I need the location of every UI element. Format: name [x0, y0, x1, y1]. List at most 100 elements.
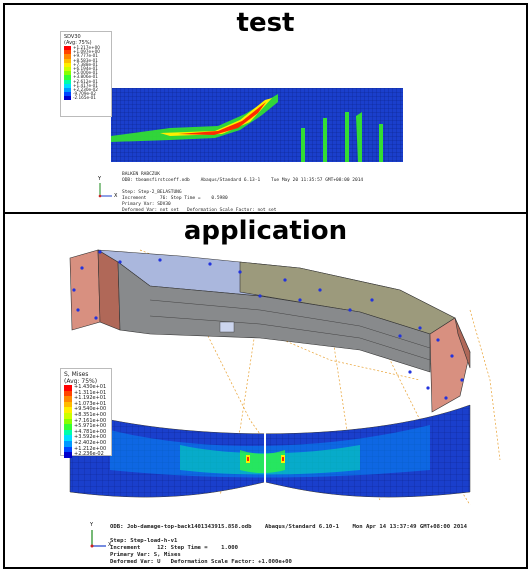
top-info-line: BALKEN RABCZUK	[122, 172, 160, 177]
bottom-info-line: Increment 12: Step Time = 1.000	[110, 545, 238, 551]
bottom-axis-triad: Y X	[86, 522, 114, 554]
bottom-legend-swatch	[64, 390, 72, 397]
bottom-legend-value: +1.073e+01	[74, 400, 107, 407]
bottom-info-line: Step: Step-load-h-v1	[110, 538, 178, 544]
bottom-legend-value: +7.161e+00	[74, 417, 107, 424]
bottom-legend-swatch	[64, 401, 72, 408]
bottom-legend-row: +1.073e+01	[64, 400, 108, 408]
top-legend-swatch	[64, 96, 71, 101]
figure-frame	[3, 3, 528, 569]
bottom-mesh-contour	[69, 404, 471, 498]
bottom-legend-row: +8.351e+00	[64, 411, 108, 419]
top-legend-value: -9.709e-02	[73, 91, 96, 97]
top-legend-swatch	[64, 54, 71, 59]
bottom-legend-value: +1.212e+00	[74, 445, 107, 452]
top-legend-value: +8.583e-01	[73, 57, 98, 63]
right-support	[429, 317, 471, 413]
top-legend-swatch	[64, 79, 71, 84]
bottom-legend-row: +7.161e+00	[64, 417, 108, 425]
bottom-legend-value: +2.236e-02	[74, 451, 104, 458]
bottom-legend-value: +1.311e+01	[74, 389, 107, 396]
top-crack-vertical	[301, 128, 305, 162]
top-beam-mesh	[111, 88, 403, 162]
top-info-block: BALKEN RABCZUK ODB: tbeamsfirstcoeff.odb …	[122, 172, 363, 214]
bottom-legend-value: +4.781e+00	[74, 428, 107, 435]
top-beam-contour	[111, 88, 403, 162]
top-panel-title: test	[236, 8, 295, 38]
top-legend-swatch	[64, 66, 71, 72]
top-legend-value: +5.000e-01	[73, 70, 98, 76]
top-legend-row: +2.612e-01	[64, 78, 108, 84]
top-legend-swatch	[64, 83, 71, 88]
top-legend-value: +1.417e-01	[73, 82, 98, 88]
top-legend-row: +6.194e-01	[64, 65, 108, 72]
bottom-info-line: Primary Var: S, Mises	[110, 552, 181, 558]
bottom-legend-swatch	[64, 429, 72, 436]
bottom-info-line	[110, 531, 467, 538]
bottom-legend-swatch	[64, 440, 72, 447]
bottom-legend-swatch	[64, 396, 72, 402]
top-legend-row: +5.000e-01	[64, 70, 108, 76]
bottom-legend-value: +8.351e+00	[74, 411, 107, 418]
bottom-triad-y-label: Y	[90, 522, 94, 528]
top-legend-value: -2.165e-01	[73, 95, 96, 101]
bottom-legend-row: +5.971e+00	[64, 424, 108, 430]
bottom-legend-row: +1.311e+01	[64, 389, 108, 397]
top-legend-row: +1.217e+00	[64, 45, 108, 51]
top-triad-y-label: Y	[98, 176, 102, 182]
top-legend-row: -9.709e-02	[64, 91, 108, 97]
top-legend-row: -2.165e-01	[64, 95, 108, 101]
node-markers	[72, 250, 464, 400]
top-legend-row: +2.230e-02	[64, 86, 108, 93]
top-legend-value: +2.230e-02	[73, 86, 98, 92]
bottom-legend-swatch	[64, 424, 72, 430]
bottom-info-line: ODB: Job-damage-top-back1401343915.858.o…	[110, 524, 467, 530]
top-info-line: Primary Var: SDV30	[122, 202, 171, 207]
bottom-legend-row: +1.212e+00	[64, 445, 108, 453]
top-legend-value: +9.777e-01	[73, 53, 98, 59]
top-legend-value: +3.806e-01	[73, 74, 98, 80]
bottom-legend-value: +5.971e+00	[74, 423, 107, 430]
bottom-legend-swatch	[64, 418, 72, 425]
top-axis-triad: Y X	[94, 176, 120, 204]
top-info-line: Increment 76: Step Time = 0.5980	[122, 196, 228, 201]
top-legend-swatch	[64, 62, 71, 67]
top-legend-value: +7.388e-01	[73, 61, 98, 67]
bottom-triad-x-label: X	[108, 542, 112, 548]
bottom-legend-swatch	[64, 435, 72, 441]
bottom-legend-swatch	[64, 385, 72, 391]
top-triad-x-label: X	[114, 193, 118, 199]
bottom-legend-swatch	[64, 407, 72, 413]
bottom-info-line: Deformed Var: U Deformation Scale Factor…	[110, 559, 292, 565]
top-legend-value: +6.194e-01	[73, 65, 98, 71]
top-info-line: ODB: tbeamsfirstcoeff.odb Abaqus/Standar…	[122, 178, 364, 183]
bottom-panel-title: application	[183, 216, 348, 246]
top-legend-swatch	[64, 92, 71, 97]
bottom-legend-swatch	[64, 452, 72, 458]
bottom-legend-value: +3.592e+00	[74, 434, 107, 441]
top-legend-value: +1.097e+00	[73, 49, 100, 55]
top-legend-row: +1.097e+00	[64, 49, 108, 55]
bottom-legend-rows: +1.430e+01 +1.311e+01 +1.192e+01 +1.073e+01…	[64, 384, 108, 458]
bottom-legend-row: +4.781e+00	[64, 428, 108, 436]
panel-divider	[3, 212, 528, 214]
top-legend-row: +8.583e-01	[64, 57, 108, 63]
top-legend-row: +7.388e-01	[64, 61, 108, 67]
bottom-contour-legend: S, Mises (Avg: 75%) +1.430e+01 +1.311e+01…	[60, 368, 112, 458]
top-legend-value: +2.612e-01	[73, 78, 98, 84]
top-legend-row: +3.806e-01	[64, 74, 108, 80]
bottom-legend-row: +2.402e+00	[64, 440, 108, 447]
bottom-legend-value: +9.540e+00	[74, 406, 107, 413]
top-legend-swatch	[64, 50, 71, 55]
top-legend-row: +9.777e-01	[64, 53, 108, 59]
top-crack-band	[111, 94, 278, 142]
bottom-legend-row: +3.592e+00	[64, 435, 108, 441]
top-legend-swatch	[64, 71, 71, 76]
bottom-legend-swatch	[64, 412, 72, 419]
bottom-legend-row: +1.430e+01	[64, 384, 108, 391]
top-legend-swatch	[64, 58, 71, 63]
top-legend-rows: +1.217e+00 +1.097e+00 +9.777e-01 +8.583e-01…	[64, 45, 108, 101]
bottom-legend-title: S, Mises (Avg: 75%)	[64, 371, 98, 385]
bottom-info-block: ODB: Job-damage-top-back1401343915.858.o…	[110, 524, 467, 566]
